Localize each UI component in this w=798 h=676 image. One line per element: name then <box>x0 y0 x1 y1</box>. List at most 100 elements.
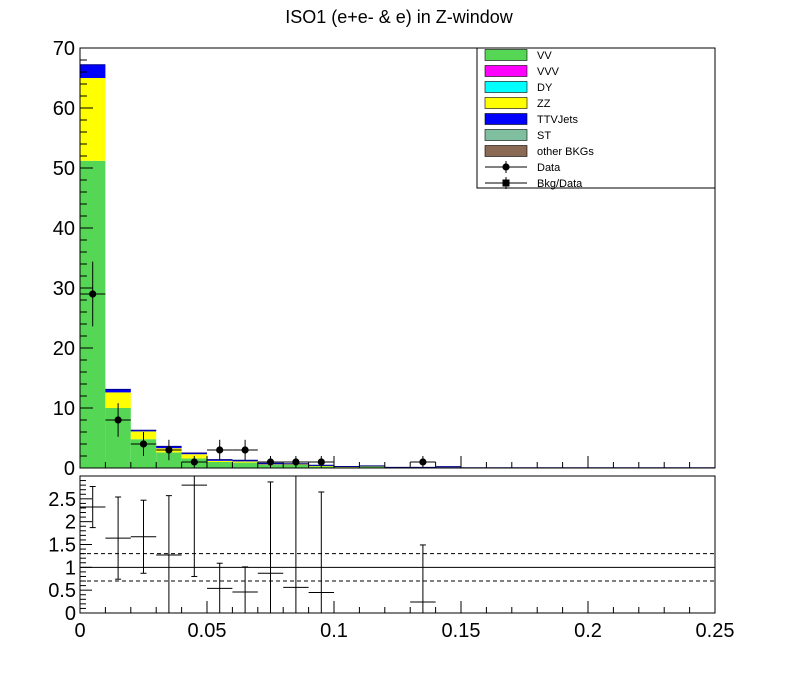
upper-y-axis: 0 10 20 30 40 50 60 70 <box>53 38 93 480</box>
legend-swatch-3 <box>484 97 528 109</box>
bar-ttvjets-4 <box>181 453 207 455</box>
ratio-ytick-label-4: 2 <box>65 512 76 534</box>
upper-ytick-label-6: 60 <box>53 98 75 120</box>
data-point-7 <box>257 456 284 468</box>
ratio-xtick-label-2: 0.1 <box>320 620 348 642</box>
bar-zz-1 <box>105 392 131 408</box>
legend-swatch-6 <box>484 145 528 157</box>
ratio-point-2 <box>130 499 157 574</box>
ratio-x-axis: 0 0.05 0.1 0.15 0.2 0.25 <box>74 601 734 642</box>
ratio-ytick-label-2: 1 <box>65 557 76 579</box>
ratio-ytick-label-0: 0 <box>65 603 76 625</box>
ratio-xtick-label-4: 0.2 <box>574 620 602 642</box>
bar-zz-0 <box>80 78 106 161</box>
legend-swatch-0 <box>484 49 528 61</box>
legend-swatch-5 <box>484 129 528 141</box>
data-marker-4 <box>190 458 198 466</box>
data-point-8 <box>283 456 309 468</box>
ratio-point-0 <box>80 486 106 529</box>
data-point-9 <box>308 456 334 468</box>
data-marker-8 <box>292 458 300 466</box>
bar-vv-6 <box>232 462 258 468</box>
data-point-2 <box>130 432 157 456</box>
legend-label-8: Bkg/Data <box>537 178 583 190</box>
legend-entry-3: ZZ <box>484 97 551 110</box>
legend-entry-1: VVV <box>484 65 560 78</box>
data-point-5 <box>207 439 233 461</box>
data-marker-2 <box>139 440 148 448</box>
upper-x-ticks <box>79 456 716 468</box>
data-marker-5 <box>216 446 224 454</box>
ratio-point-10 <box>410 544 436 614</box>
upper-ytick-label-5: 50 <box>53 158 75 180</box>
legend-entry-4: TTVJets <box>484 113 578 126</box>
upper-ytick-label-2: 20 <box>53 338 75 360</box>
legend-label-7: Data <box>537 162 561 174</box>
ratio-point-7 <box>257 481 284 614</box>
upper-ytick-label-3: 30 <box>53 278 75 300</box>
data-point-6 <box>232 439 258 461</box>
ratio-xtick-label-0: 0 <box>74 620 85 642</box>
legend-label-5: ST <box>537 130 551 142</box>
ratio-point-8 <box>283 476 309 614</box>
bar-ttvjets-1 <box>105 389 131 393</box>
ratio-point-4 <box>181 476 207 577</box>
data-point-10 <box>410 456 436 468</box>
ratio-ytick-label-1: 0.5 <box>48 580 76 602</box>
legend-swatch-4 <box>484 113 528 125</box>
legend-label-2: DY <box>537 82 553 94</box>
legend-label-6: other BKGs <box>537 146 594 158</box>
data-point-3 <box>156 439 182 461</box>
ratio-point-5 <box>207 562 233 614</box>
data-points <box>80 261 436 468</box>
bar-zz-5 <box>207 460 233 462</box>
legend-marker-7 <box>502 163 510 171</box>
legend-label-3: ZZ <box>537 98 551 110</box>
ratio-xtick-label-5: 0.25 <box>696 620 735 642</box>
ratio-panel: 0 0.05 0.1 0.15 0.2 0.25 00.511.522.5 <box>48 475 734 642</box>
legend-entry-5: ST <box>484 129 551 142</box>
legend-swatch-2 <box>484 81 528 93</box>
upper-ytick-label-7: 70 <box>53 38 75 60</box>
data-point-0 <box>80 261 106 327</box>
ratio-plot-frame <box>79 475 716 614</box>
legend-entry-2: DY <box>484 81 553 94</box>
data-marker-0 <box>89 290 97 298</box>
chart-title: ISO1 (e+e- & e) in Z-window <box>285 7 514 27</box>
legend-marker-8 <box>502 179 510 187</box>
bar-ttvjets-6 <box>232 460 258 462</box>
data-marker-7 <box>266 458 275 466</box>
ratio-ytick-label-5: 2.5 <box>48 489 76 511</box>
upper-ytick-label-4: 40 <box>53 218 75 240</box>
ratio-y-axis: 00.511.522.5 <box>48 480 92 625</box>
ratio-points <box>80 476 436 614</box>
bar-zz-6 <box>232 461 258 463</box>
ratio-point-6 <box>232 566 258 614</box>
legend-entry-7: Data <box>485 161 561 174</box>
bar-ttvjets-2 <box>130 430 157 432</box>
legend-label-0: VV <box>537 50 552 62</box>
bar-vv-5 <box>207 462 233 468</box>
ratio-point-1 <box>105 496 131 580</box>
upper-plot-frame <box>79 47 716 469</box>
ratio-xtick-label-1: 0.05 <box>188 620 227 642</box>
ratio-reference-lines <box>80 553 715 582</box>
data-marker-3 <box>165 446 173 454</box>
legend-swatch-1 <box>484 65 528 77</box>
data-marker-9 <box>317 458 325 466</box>
legend-entry-0: VV <box>484 49 552 62</box>
ratio-point-9 <box>308 491 334 614</box>
ratio-ytick-label-3: 1.5 <box>48 535 76 557</box>
upper-ytick-label-0: 0 <box>64 458 75 480</box>
data-point-1 <box>105 403 131 437</box>
legend-label-4: TTVJets <box>537 114 578 126</box>
data-marker-10 <box>419 458 427 466</box>
legend-entry-6: other BKGs <box>484 145 594 158</box>
legend-entry-8: Bkg/Data <box>485 177 583 190</box>
ratio-xtick-label-3: 0.15 <box>442 620 481 642</box>
data-point-4 <box>181 456 207 468</box>
